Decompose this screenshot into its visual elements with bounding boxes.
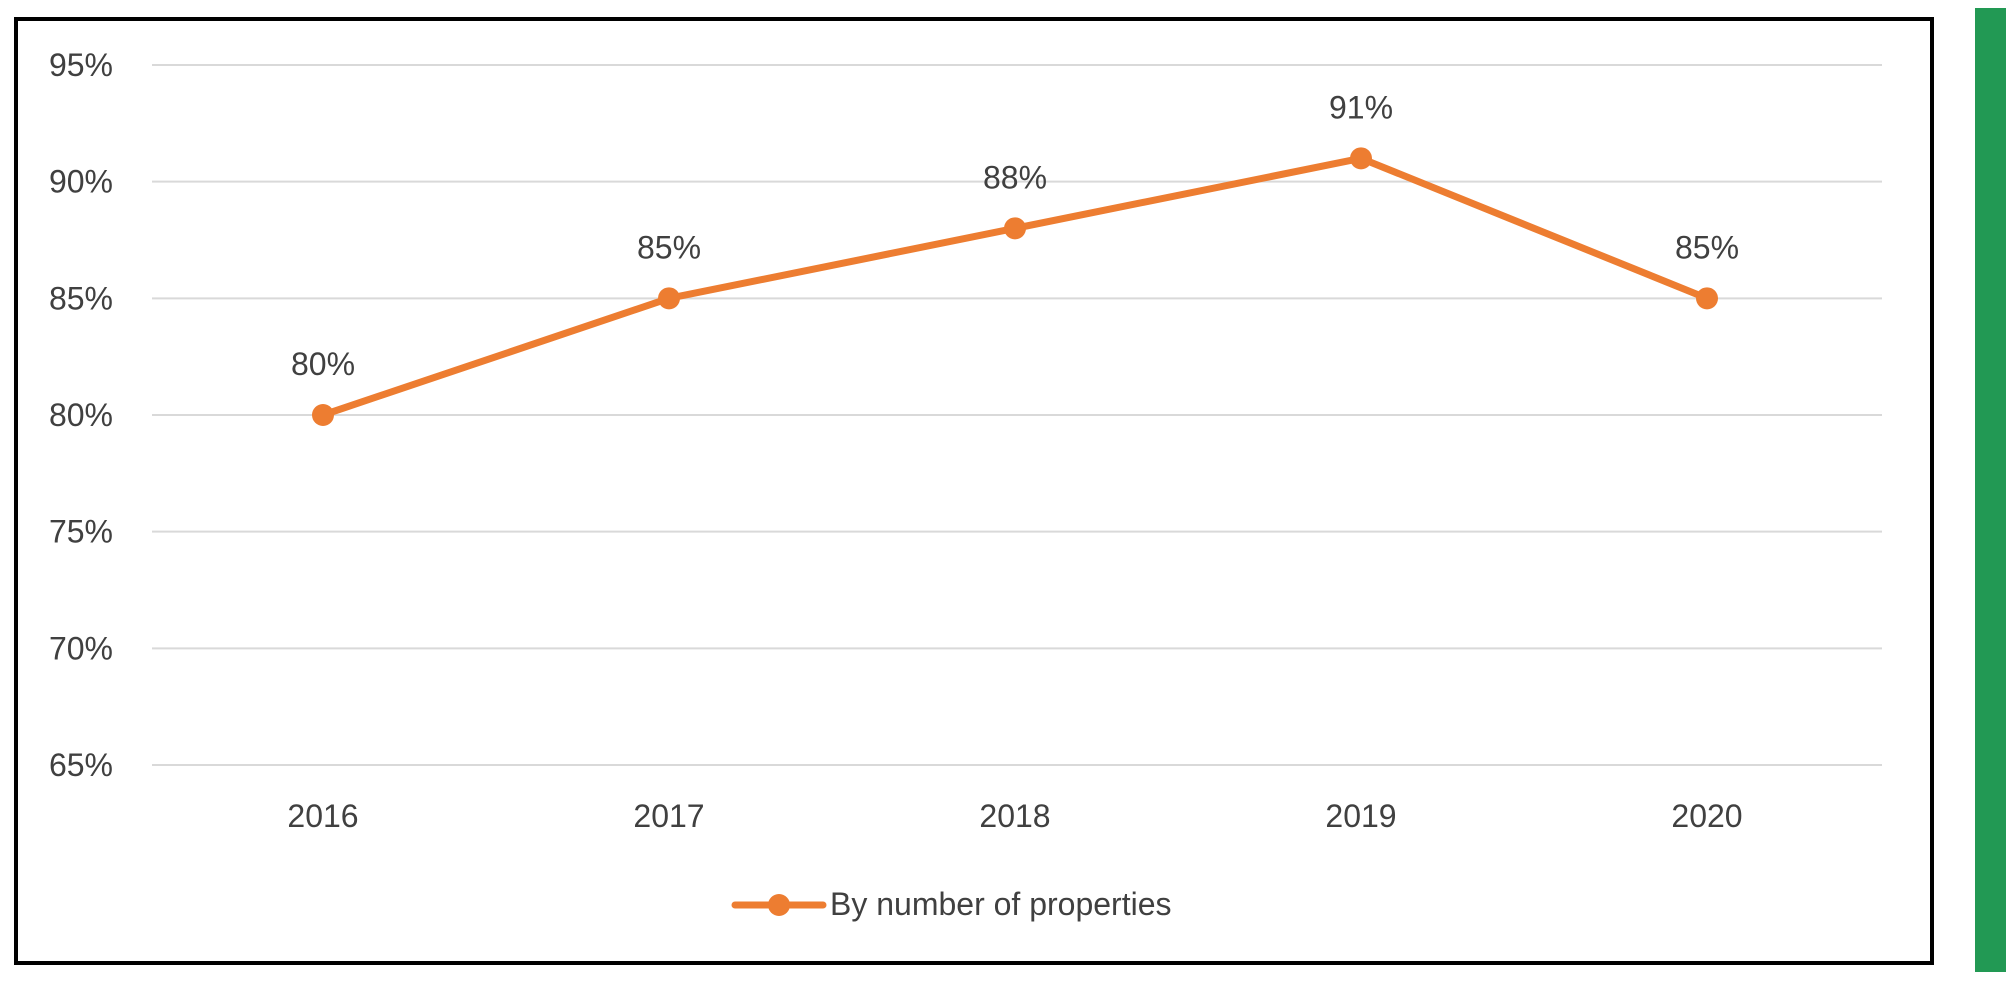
legend-marker-swatch [768, 894, 790, 916]
y-tick-label: 95% [49, 47, 113, 83]
data-point [1696, 287, 1718, 310]
y-tick-label: 70% [49, 630, 113, 666]
data-point [1350, 147, 1372, 170]
y-tick-label: 80% [49, 397, 113, 433]
data-label: 85% [1675, 229, 1739, 265]
legend: By number of properties [731, 886, 1172, 922]
data-label: 85% [637, 229, 701, 265]
data-label: 91% [1329, 89, 1393, 125]
chart-frame [14, 17, 1934, 965]
series-layer [312, 147, 1718, 426]
legend-label: By number of properties [830, 886, 1172, 922]
data-label: 80% [291, 346, 355, 382]
x-axis-tick-labels: 2016 2017 2018 2019 2020 [287, 798, 1742, 834]
x-tick-label: 2016 [287, 798, 358, 834]
accent-bar [1975, 8, 2006, 972]
y-tick-label: 90% [49, 164, 113, 200]
y-tick-label: 85% [49, 280, 113, 316]
data-labels: 80% 85% 88% 91% 85% [291, 89, 1739, 382]
x-tick-label: 2018 [979, 798, 1050, 834]
x-tick-label: 2017 [633, 798, 704, 834]
gridlines [152, 64, 1882, 766]
y-axis-tick-labels: 95% 90% 85% 80% 75% 70% 65% [49, 47, 113, 783]
x-tick-label: 2020 [1671, 798, 1742, 834]
series-line [319, 154, 1711, 419]
data-label: 88% [983, 159, 1047, 195]
y-tick-label: 65% [49, 747, 113, 783]
x-tick-label: 2019 [1325, 798, 1396, 834]
y-tick-label: 75% [49, 514, 113, 550]
data-point [1004, 217, 1026, 240]
data-point [312, 404, 334, 426]
data-point [658, 287, 680, 310]
